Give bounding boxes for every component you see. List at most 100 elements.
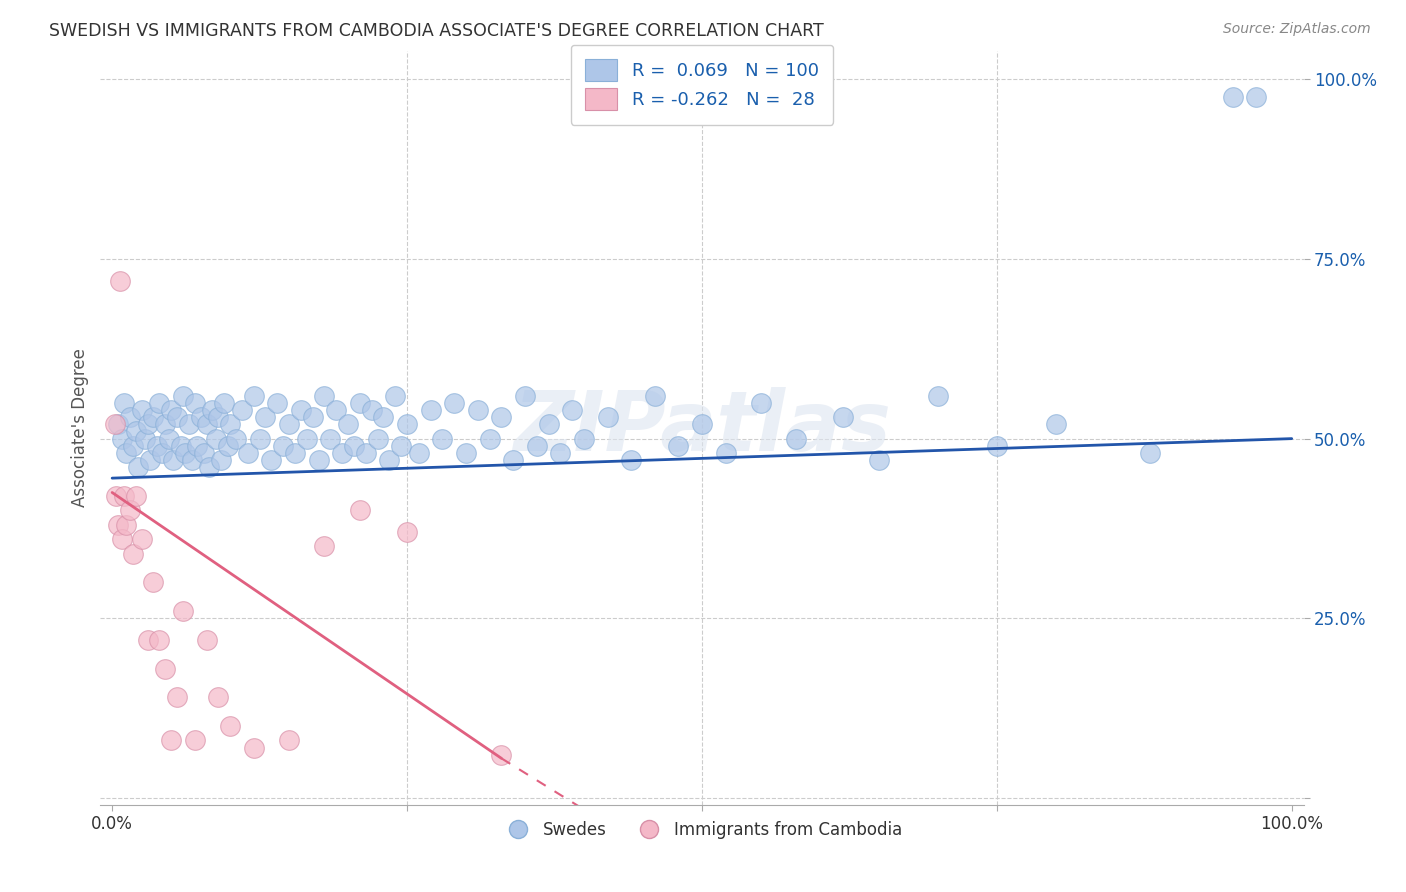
Point [186, 439, 208, 453]
Point [343, 439, 366, 453]
Point [666, 439, 689, 453]
Point [131, 403, 153, 417]
Point [183, 395, 205, 409]
Point [278, 417, 301, 432]
Point [749, 395, 772, 409]
Point [927, 388, 949, 402]
Point [166, 410, 188, 425]
Point [193, 446, 215, 460]
Point [572, 432, 595, 446]
Point [620, 453, 643, 467]
Point [219, 719, 242, 733]
Point [443, 395, 465, 409]
Point [107, 517, 129, 532]
Point [198, 460, 221, 475]
Point [136, 632, 159, 647]
Text: SWEDISH VS IMMIGRANTS FROM CAMBODIA ASSOCIATE'S DEGREE CORRELATION CHART: SWEDISH VS IMMIGRANTS FROM CAMBODIA ASSO… [49, 22, 824, 40]
Point [118, 503, 141, 517]
Point [205, 432, 228, 446]
Point [166, 690, 188, 705]
Point [195, 632, 218, 647]
Point [785, 432, 807, 446]
Point [172, 388, 194, 402]
Point [432, 432, 454, 446]
Point [284, 446, 307, 460]
Point [148, 395, 170, 409]
Point [249, 432, 271, 446]
Point [183, 733, 205, 747]
Point [378, 453, 401, 467]
Point [139, 453, 162, 467]
Point [330, 446, 353, 460]
Point [134, 432, 156, 446]
Point [127, 460, 149, 475]
Point [122, 547, 145, 561]
Point [644, 388, 666, 402]
Point [596, 410, 619, 425]
Point [714, 446, 737, 460]
Point [207, 690, 229, 705]
Point [319, 432, 342, 446]
Point [408, 446, 430, 460]
Point [266, 395, 288, 409]
Point [295, 432, 318, 446]
Point [231, 403, 253, 417]
Point [169, 439, 191, 453]
Point [174, 446, 197, 460]
Point [1246, 90, 1268, 104]
Point [389, 439, 412, 453]
Point [396, 524, 419, 539]
Point [225, 432, 247, 446]
Point [454, 446, 477, 460]
Point [150, 446, 173, 460]
Point [349, 395, 371, 409]
Point [122, 439, 145, 453]
Point [260, 453, 283, 467]
Point [526, 439, 548, 453]
Point [146, 439, 169, 453]
Point [360, 403, 382, 417]
Point [561, 403, 583, 417]
Point [209, 453, 232, 467]
Point [136, 417, 159, 432]
Point [491, 410, 513, 425]
Point [373, 410, 395, 425]
Point [125, 489, 148, 503]
Point [1139, 446, 1161, 460]
Point [110, 274, 132, 288]
Point [155, 661, 177, 675]
Point [195, 417, 218, 432]
Point [112, 489, 135, 503]
Point [125, 425, 148, 439]
Point [181, 453, 204, 467]
Point [337, 417, 360, 432]
Point [177, 417, 200, 432]
Point [986, 439, 1008, 453]
Point [349, 503, 371, 517]
Point [384, 388, 406, 402]
Point [868, 453, 890, 467]
Point [1222, 90, 1244, 104]
Point [142, 575, 165, 590]
Point [314, 540, 336, 554]
Legend: Swedes, Immigrants from Cambodia: Swedes, Immigrants from Cambodia [495, 814, 908, 846]
Point [160, 403, 183, 417]
Y-axis label: Associate's Degree: Associate's Degree [72, 349, 89, 508]
Point [115, 517, 138, 532]
Point [832, 410, 855, 425]
Point [236, 446, 259, 460]
Point [396, 417, 419, 432]
Text: Source: ZipAtlas.com: Source: ZipAtlas.com [1223, 22, 1371, 37]
Point [242, 740, 264, 755]
Point [112, 395, 135, 409]
Point [162, 453, 184, 467]
Point [690, 417, 713, 432]
Point [110, 532, 132, 546]
Point [107, 417, 129, 432]
Point [419, 403, 441, 417]
Point [301, 410, 323, 425]
Point [478, 432, 501, 446]
Text: ZIPatlas: ZIPatlas [513, 387, 891, 468]
Point [314, 388, 336, 402]
Point [537, 417, 560, 432]
